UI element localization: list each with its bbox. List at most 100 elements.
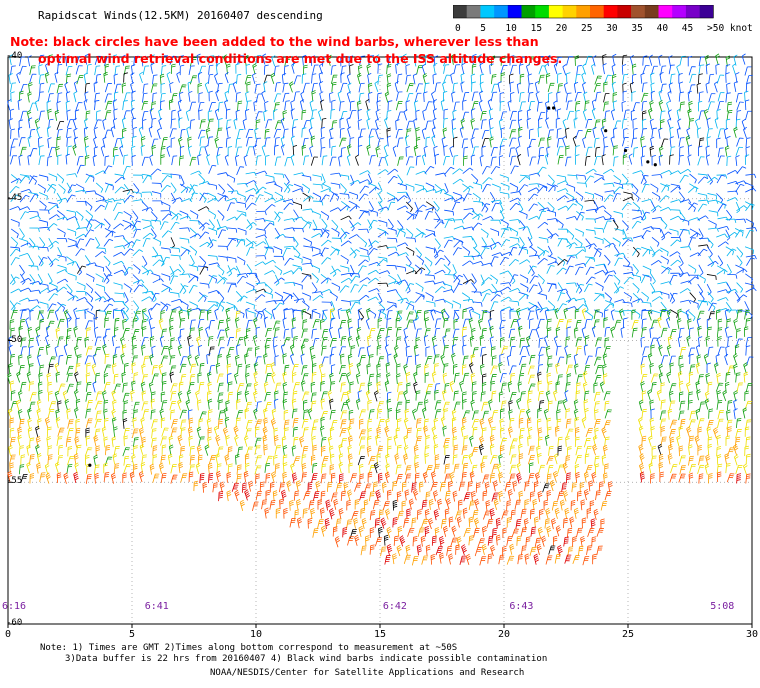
wind-barb <box>63 344 68 356</box>
wind-barb <box>695 118 699 130</box>
wind-barb <box>537 166 547 175</box>
wind-barb <box>171 298 183 303</box>
wind-barb <box>67 446 73 457</box>
wind-barb <box>383 144 388 156</box>
wind-barb <box>638 399 644 411</box>
wind-barb <box>537 292 547 300</box>
wind-barb <box>335 482 343 493</box>
wind-barb <box>84 447 93 457</box>
wind-barb <box>462 399 467 410</box>
wind-barb <box>10 155 17 165</box>
wind-barb <box>47 183 56 194</box>
wind-barb <box>443 438 450 448</box>
wind-barb <box>114 138 122 148</box>
wind-barb <box>631 220 642 229</box>
wind-barb <box>340 277 352 284</box>
wind-barb <box>518 434 524 446</box>
wind-barb <box>103 372 109 384</box>
wind-barb <box>66 372 73 383</box>
wind-barb <box>142 409 150 419</box>
wind-barb <box>245 238 254 248</box>
wind-barb <box>726 82 731 94</box>
wind-barb <box>339 364 346 375</box>
wind-barb <box>500 239 511 248</box>
wind-barb <box>440 354 445 366</box>
wind-barb <box>350 174 355 186</box>
wind-barb <box>311 435 316 447</box>
wind-barb <box>424 264 431 275</box>
wind-barb <box>208 346 215 357</box>
wind-barb <box>640 381 645 393</box>
wind-barb <box>528 254 540 260</box>
wind-barb <box>329 92 334 103</box>
wind-barb <box>407 527 415 537</box>
wind-barb <box>91 363 97 375</box>
wind-barb <box>217 265 225 276</box>
y-tick-label: -55 <box>6 476 23 487</box>
wind-barb <box>518 176 530 184</box>
wind-barb <box>566 472 571 483</box>
wind-barb <box>325 499 331 511</box>
wind-barb <box>340 227 347 239</box>
wind-barb <box>641 82 648 93</box>
wind-barb <box>381 481 387 493</box>
wind-barb <box>697 300 706 310</box>
wind-barb <box>525 536 531 547</box>
wind-barb <box>500 282 512 287</box>
wind-barb <box>330 108 336 120</box>
wind-barb <box>329 398 334 410</box>
wind-barb <box>167 453 173 465</box>
wind-barb <box>482 293 491 302</box>
colorbar-label: 10 <box>505 23 517 34</box>
wind-barb <box>717 241 729 248</box>
wind-barb <box>339 117 344 129</box>
wind-barb <box>613 211 623 218</box>
wind-barb <box>368 491 375 502</box>
wind-barb <box>397 205 409 211</box>
wind-barb <box>599 381 605 393</box>
wind-barb <box>479 418 485 430</box>
wind-barb <box>199 472 205 484</box>
wind-barb <box>406 508 411 519</box>
wind-barb <box>377 282 389 288</box>
wind-barb <box>718 225 730 231</box>
wind-barb <box>187 136 192 148</box>
wind-barb <box>18 464 25 475</box>
wind-barb <box>39 301 49 309</box>
wind-barb <box>743 463 748 475</box>
wind-barb <box>566 373 572 384</box>
wind-barb <box>395 464 402 475</box>
wind-barb <box>95 445 100 456</box>
wind-barb <box>581 327 586 339</box>
wind-barb <box>188 284 198 294</box>
wind-barb <box>509 243 521 248</box>
wind-barb <box>37 273 43 285</box>
wind-barb <box>152 454 158 465</box>
wind-barb <box>169 371 175 383</box>
wind-barb <box>251 72 256 85</box>
wind-barb <box>350 345 356 356</box>
wind-barb <box>386 318 392 329</box>
wind-barb <box>594 192 604 201</box>
wind-barb <box>36 126 41 138</box>
wind-barb <box>38 91 44 102</box>
wind-barb <box>95 273 104 283</box>
wind-barb <box>603 264 609 276</box>
wind-barb <box>123 292 129 304</box>
wind-barb <box>66 464 73 474</box>
wind-barb <box>444 300 454 309</box>
wind-barb <box>452 178 464 185</box>
wind-barb <box>641 291 649 302</box>
wind-barb <box>197 129 206 139</box>
wind-barb <box>189 301 198 310</box>
wind-barb <box>244 54 249 66</box>
wind-barb <box>282 462 288 473</box>
x-tick-label: 10 <box>249 629 263 640</box>
wind-barb <box>566 446 572 457</box>
wind-barb <box>197 319 205 329</box>
wind-barb <box>589 500 595 511</box>
wind-barb <box>282 398 288 410</box>
wind-barb <box>500 127 506 138</box>
wind-barb <box>405 399 411 411</box>
wind-barb <box>100 145 105 157</box>
